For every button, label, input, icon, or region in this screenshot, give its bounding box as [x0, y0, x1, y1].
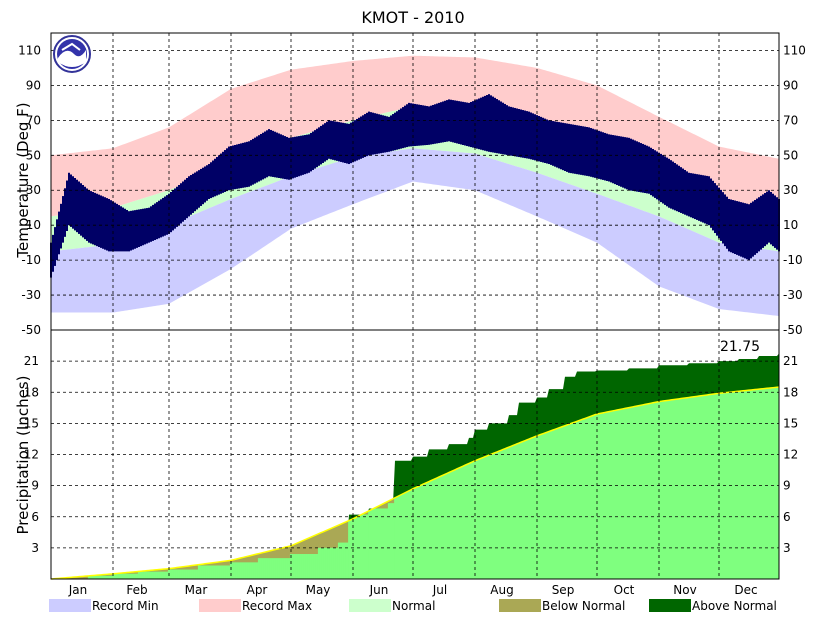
precipitation-panel: [50, 353, 780, 580]
month-tick-label: May: [306, 583, 331, 597]
temp-tick-right: 110: [783, 43, 806, 57]
grid: [51, 33, 779, 579]
temp-tick-left: 110: [18, 43, 41, 57]
month-tick-label: Nov: [673, 583, 696, 597]
precip-tick-right: 6: [783, 510, 791, 524]
plot-frame: [50, 32, 780, 580]
legend-label: Record Max: [242, 599, 312, 613]
temp-tick-left: 30: [26, 183, 41, 197]
month-tick-label: Jul: [432, 583, 447, 597]
chart-title: KMOT - 2010: [361, 8, 464, 27]
precip-tick-right: 9: [783, 479, 791, 493]
legend-label: Record Min: [92, 599, 159, 613]
temp-tick-right: 70: [783, 113, 798, 127]
temp-tick-left: -50: [21, 323, 41, 337]
legend: Record Min Record Max Normal Below Normal Ab…: [49, 599, 777, 613]
temp-tick-left: 50: [26, 148, 41, 162]
precip-tick-left: 18: [24, 385, 39, 399]
temp-tick-right: 30: [783, 183, 798, 197]
temp-tick-left: 90: [26, 78, 41, 92]
month-tick-label: Jan: [68, 583, 88, 597]
precip-tick-right: 18: [783, 385, 798, 399]
month-tick-label: Apr: [247, 583, 268, 597]
record-min-area: [51, 148, 779, 317]
temp-tick-left: -10: [21, 253, 41, 267]
precip-tick-left: 21: [24, 354, 39, 368]
month-tick-label: Aug: [490, 583, 513, 597]
legend-swatch: [499, 599, 541, 612]
precip-tick-left: 6: [31, 510, 39, 524]
legend-swatch: [349, 599, 391, 612]
temp-tick-right: -30: [783, 288, 803, 302]
legend-label: Above Normal: [692, 599, 777, 613]
legend-swatch: [649, 599, 691, 612]
legend-swatch: [49, 599, 91, 612]
temp-tick-right: 10: [783, 218, 798, 232]
axis-ticks: -50 -50 -30 -30 -10 -10 10 10 30 30 50 50 70 70 90 90 11…: [18, 43, 806, 597]
temperature-y-label: Temperature (Deg F): [14, 102, 32, 258]
noaa-logo-icon: [53, 35, 91, 73]
temp-tick-left: 10: [26, 218, 41, 232]
month-tick-label: Dec: [734, 583, 757, 597]
precipitation-y-label: Precipitation (Inches): [14, 376, 32, 535]
precip-tick-left: 9: [31, 479, 39, 493]
temp-tick-right: 90: [783, 78, 798, 92]
temp-tick-right: -50: [783, 323, 803, 337]
actual-precip-fill: [87, 503, 395, 579]
temp-tick-right: 50: [783, 148, 798, 162]
month-tick-label: Feb: [126, 583, 147, 597]
temp-tick-right: -10: [783, 253, 803, 267]
legend-swatch: [199, 599, 241, 612]
actual-temperature-series: [50, 94, 780, 278]
precip-tick-right: 15: [783, 416, 798, 430]
precip-tick-right: 12: [783, 448, 798, 462]
precip-tick-left: 12: [24, 448, 39, 462]
month-tick-label: Sep: [552, 583, 575, 597]
legend-label: Below Normal: [542, 599, 625, 613]
month-tick-label: Oct: [614, 583, 635, 597]
precip-tick-left: 15: [24, 416, 39, 430]
normal-precip-line: [50, 386, 780, 580]
temp-tick-left: -30: [21, 288, 41, 302]
temperature-panel: [50, 55, 780, 317]
precip-tick-left: 3: [31, 541, 39, 555]
outer-frame: [50, 32, 780, 580]
month-tick-label: Jun: [369, 583, 389, 597]
precip-total-annotation: 21.75: [720, 339, 760, 355]
temp-tick-left: 70: [26, 113, 41, 127]
precip-tick-right: 21: [783, 354, 798, 368]
month-tick-label: Mar: [185, 583, 208, 597]
legend-label: Normal: [392, 599, 435, 613]
precip-tick-right: 3: [783, 541, 791, 555]
